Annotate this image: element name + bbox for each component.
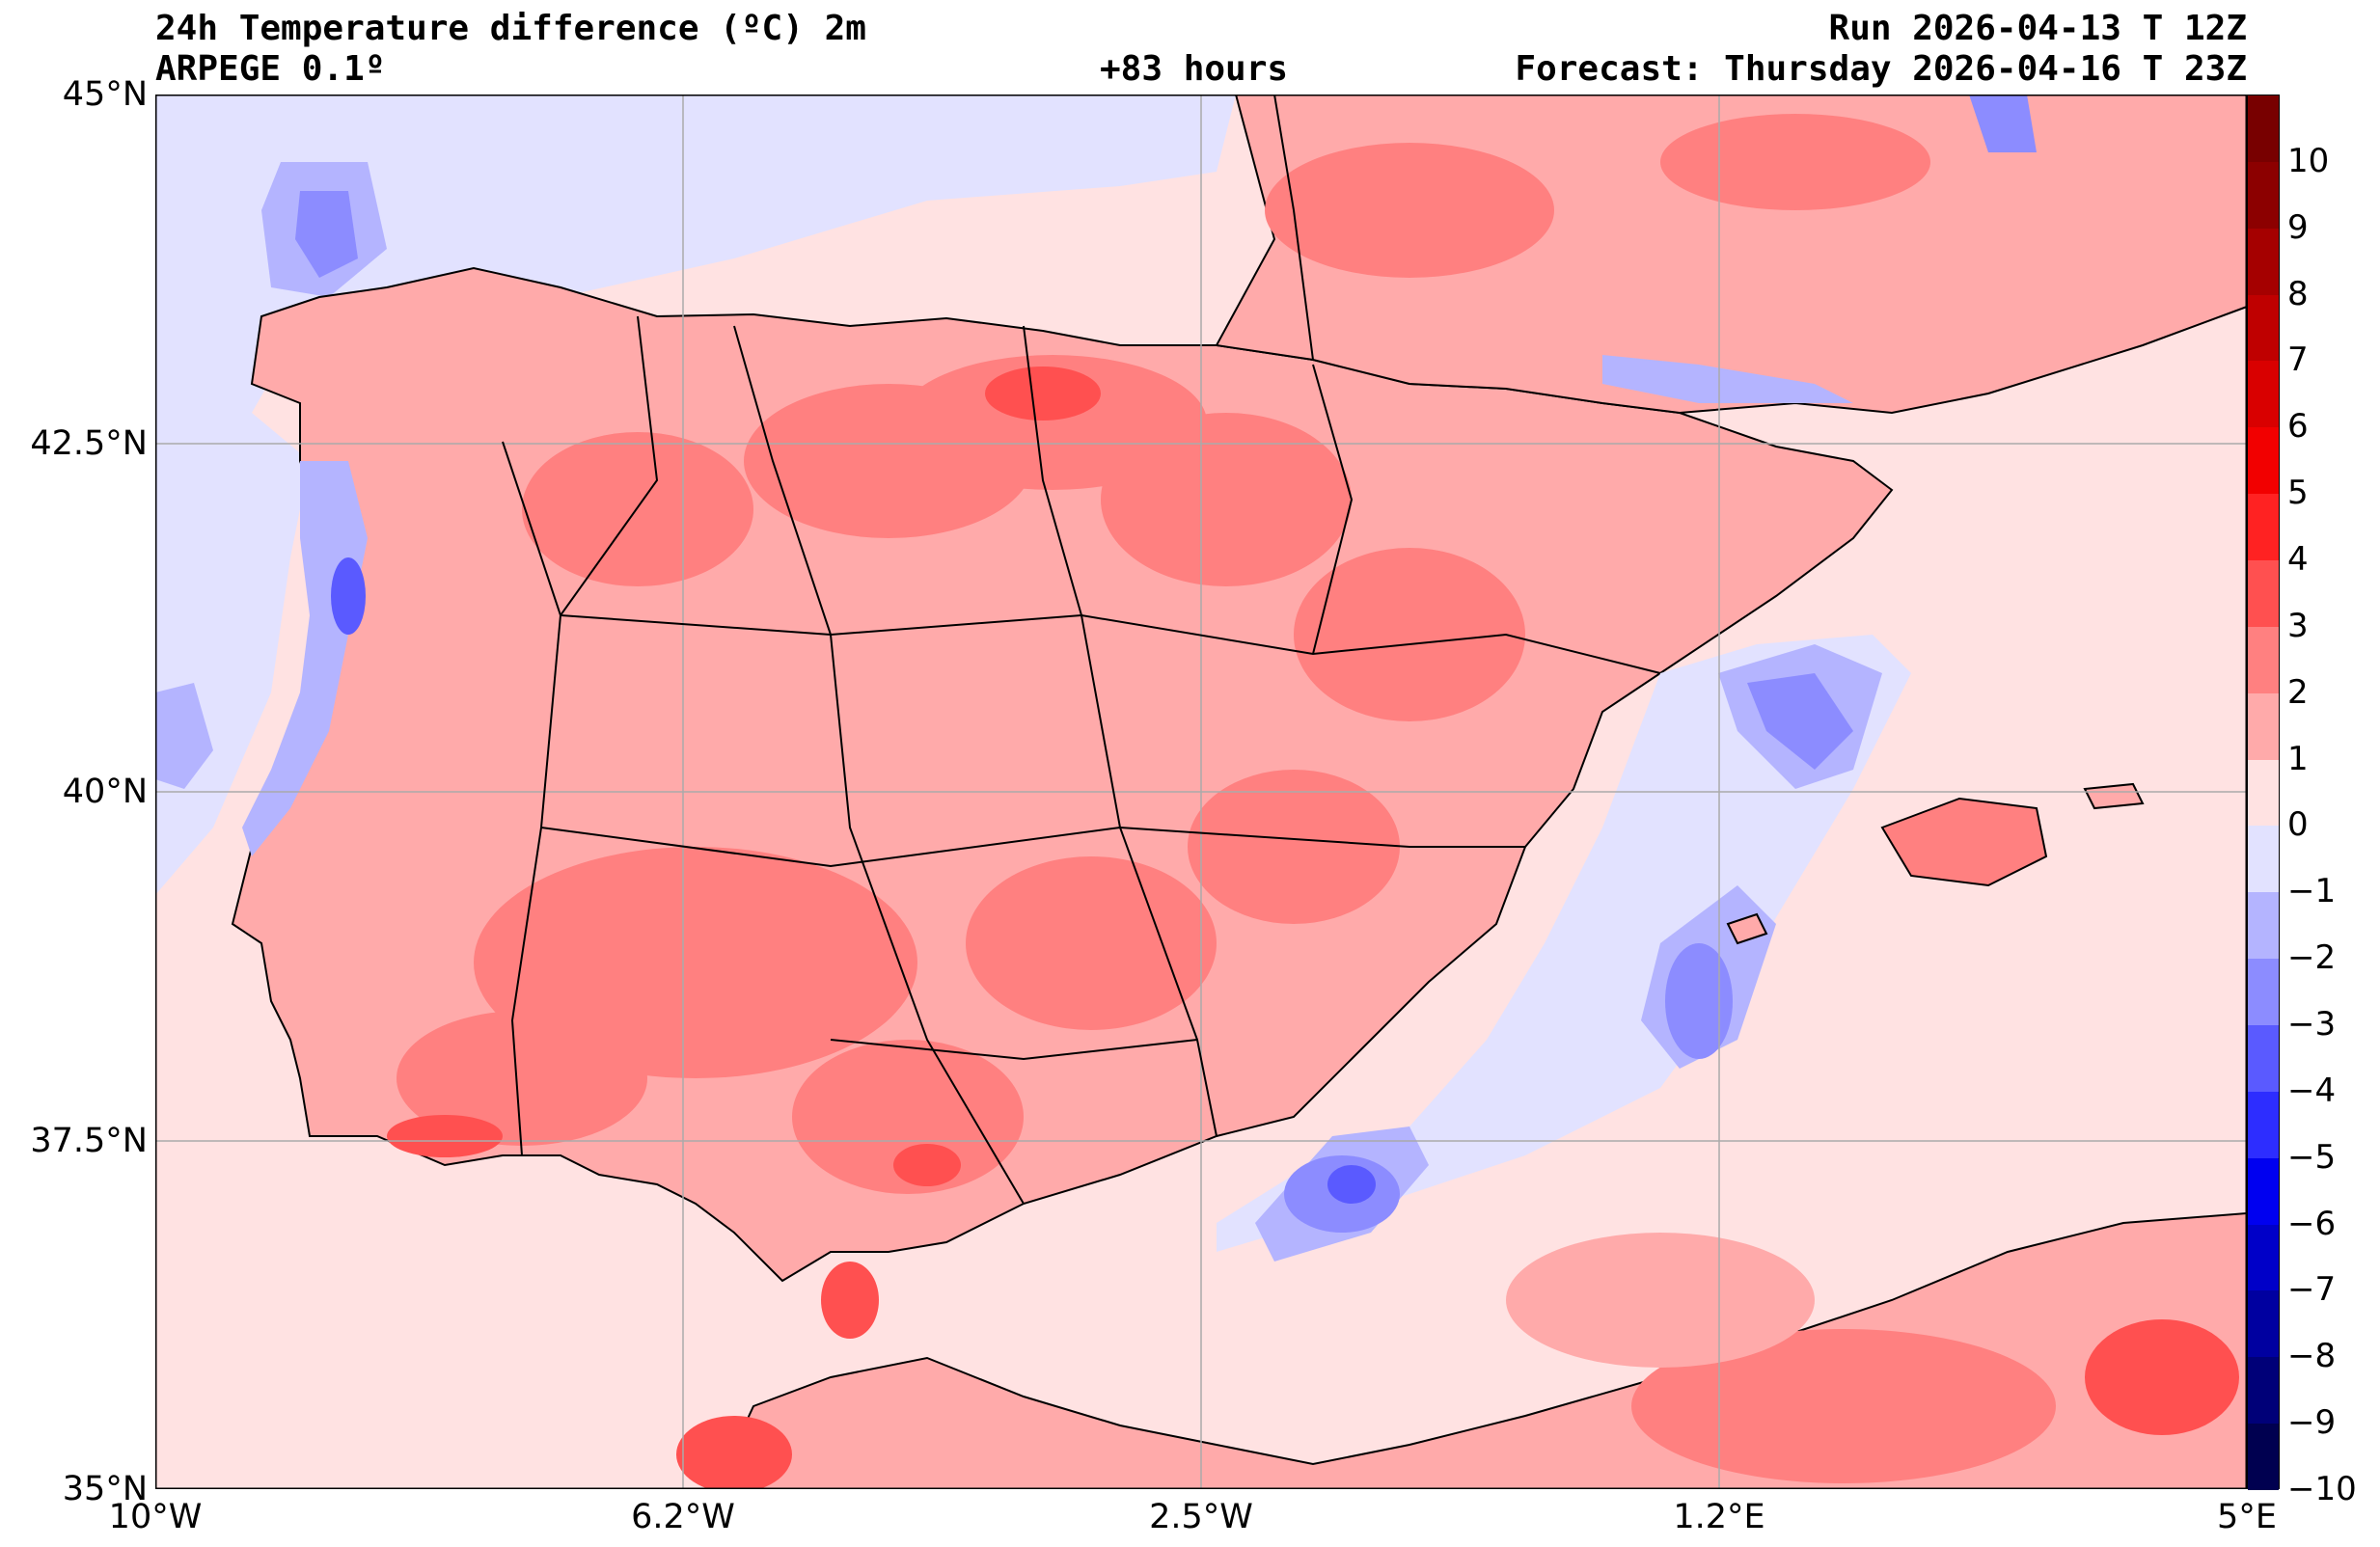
colorbar-segment (2248, 361, 2279, 428)
colorbar-tick-label: 3 (2287, 606, 2309, 645)
colorbar-segment (2248, 95, 2279, 163)
portugal-offshore-cool (155, 683, 213, 789)
warm-anomaly-zones (387, 355, 1525, 1339)
france-warm-zone-2 (1660, 114, 1930, 210)
colorbar-segment (2248, 892, 2279, 960)
colorbar-segment (2248, 1424, 2279, 1491)
mallorca (1880, 797, 2048, 887)
med-cool-band (1217, 635, 1911, 1252)
colorbar (2247, 95, 2280, 1491)
colorbar-segment (2248, 161, 2279, 230)
chart-title: 24h Temperature difference (ºC) 2m (155, 9, 866, 48)
portugal-coast-cool (242, 461, 368, 856)
lat-label-40n: 40°N (62, 773, 148, 811)
lat-label-37-5n: 37.5°N (30, 1122, 148, 1160)
colorbar-tick-label: −1 (2287, 872, 2337, 911)
colorbar-tick-label: 8 (2287, 274, 2309, 313)
lon-label-1-2e: 1.2°E (1673, 1498, 1765, 1536)
alboran-cool-peak (1327, 1165, 1376, 1204)
morocco-warm-zone (676, 1416, 792, 1489)
colorbar-tick-label: 0 (2287, 805, 2309, 845)
colorbar-tick-label: 4 (2287, 540, 2309, 579)
balearic-sea-cool-core (1665, 943, 1733, 1059)
colorbar-segment (2248, 1157, 2279, 1226)
ibiza (1726, 912, 1768, 945)
colorbar-tick-label: −2 (2287, 938, 2337, 978)
pyrenees-cool (1602, 355, 1853, 403)
colorbar-segment (2248, 294, 2279, 362)
france-warm-zone (1265, 143, 1554, 278)
portugal-coast-cool-core (331, 557, 366, 635)
colorbar-segment (2248, 1091, 2279, 1159)
region-borders (502, 95, 1661, 1205)
lon-label-6-2w: 6.2°W (631, 1498, 735, 1536)
colorbar-tick-label: 7 (2287, 340, 2309, 380)
colorbar-segment (2248, 1224, 2279, 1291)
colorbar-segment (2248, 494, 2279, 561)
colorbar-tick-label: 9 (2287, 207, 2309, 247)
colorbar-segment (2248, 826, 2279, 893)
lead-time-label: +83 hours (1100, 49, 1289, 89)
colorbar-segment (2248, 1357, 2279, 1425)
galicia-offshore-cool-core (295, 191, 358, 278)
lon-label-5e: 5°E (2217, 1498, 2277, 1536)
colorbar-segment (2248, 626, 2279, 694)
colorbar-tick-label: −7 (2287, 1270, 2337, 1310)
colorbar-segment (2248, 959, 2279, 1026)
map-canvas (155, 95, 2247, 1489)
colorbar-segment (2248, 692, 2279, 761)
colorbar-segment (2248, 427, 2279, 495)
lat-label-45n: 45°N (62, 75, 148, 114)
run-label: Run 2026-04-13 T 12Z (1828, 9, 2247, 48)
colorbar-segment (2248, 759, 2279, 827)
alps-cool (1969, 95, 2037, 152)
colorbar-tick-label: 2 (2287, 672, 2309, 712)
colorbar-tick-label: 6 (2287, 407, 2309, 447)
colorbar-tick-label: −8 (2287, 1337, 2337, 1376)
menorca (2083, 782, 2145, 810)
colorbar-segment (2248, 1290, 2279, 1358)
colorbar-segment (2248, 560, 2279, 628)
colorbar-segment (2248, 1025, 2279, 1093)
colorbar-tick-label: −3 (2287, 1005, 2337, 1044)
med-warm-patch (1506, 1233, 1815, 1368)
africa-warm-zone-2 (2085, 1319, 2239, 1435)
valencia-gulf-cool-core (1747, 673, 1853, 770)
colorbar-tick-label: 1 (2287, 739, 2309, 778)
colorbar-tick-label: −4 (2287, 1071, 2337, 1110)
colorbar-segment (2248, 228, 2279, 296)
colorbar-tick-label: 5 (2287, 474, 2309, 513)
africa-warm-zone (1631, 1329, 2056, 1483)
colorbar-tick-label: −6 (2287, 1204, 2337, 1243)
colorbar-tick-label: −10 (2287, 1470, 2357, 1508)
colorbar-tick-label: 10 (2287, 141, 2330, 180)
temperature-map (155, 95, 2247, 1489)
forecast-label: Forecast: Thursday 2026-04-16 T 23Z (1515, 49, 2247, 89)
colorbar-tick-label: −5 (2287, 1137, 2337, 1177)
lon-label-10w: 10°W (108, 1498, 203, 1536)
colorbar-tick-label: −9 (2287, 1403, 2337, 1443)
lon-label-2-5w: 2.5°W (1149, 1498, 1253, 1536)
model-label: ARPEGE 0.1º (155, 49, 386, 89)
lat-label-42-5n: 42.5°N (30, 424, 148, 463)
lat-label-35n: 35°N (62, 1470, 148, 1508)
